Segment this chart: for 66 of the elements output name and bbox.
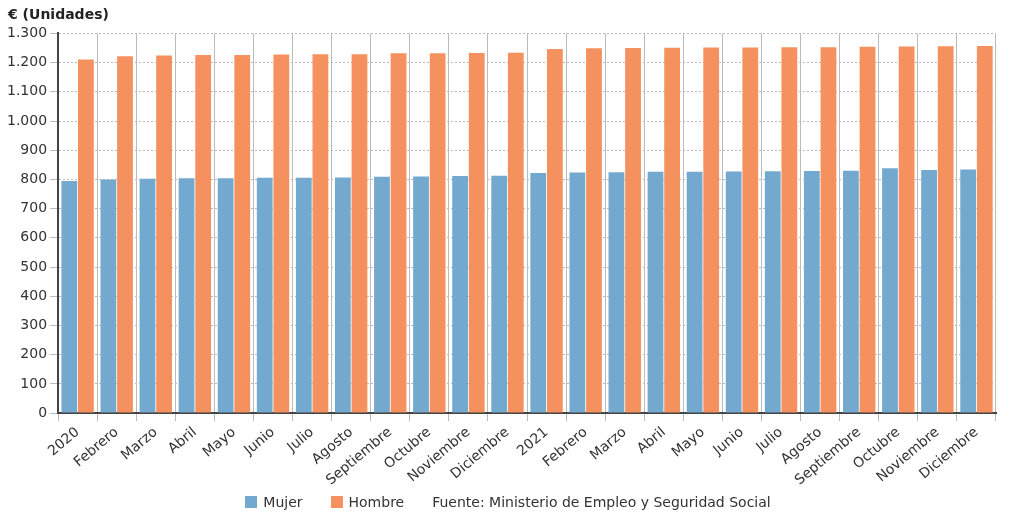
bar <box>664 47 681 413</box>
bar <box>468 52 485 413</box>
bar <box>803 170 820 413</box>
bar <box>100 179 117 413</box>
y-tick-label: 1.200 <box>6 53 48 70</box>
bar <box>898 46 915 413</box>
y-tick-label: 100 <box>20 374 48 391</box>
source-note: Fuente: Ministerio de Empleo y Seguridad Social <box>432 494 771 510</box>
bar <box>234 55 251 413</box>
legend-label: Mujer <box>262 494 303 510</box>
y-tick-label: 300 <box>20 316 48 333</box>
bar <box>295 177 312 413</box>
bar <box>569 172 586 413</box>
bar <box>820 47 837 413</box>
bar <box>859 46 876 413</box>
bar <box>976 45 993 413</box>
bar <box>195 55 212 413</box>
bar <box>647 171 664 413</box>
bar <box>608 172 625 413</box>
y-tick-label: 900 <box>20 140 48 157</box>
bar <box>256 177 273 413</box>
bar <box>351 54 368 413</box>
legend-label: Hombre <box>347 494 405 510</box>
y-tick-label: 1.100 <box>6 82 48 99</box>
y-tick-label: 1.300 <box>6 24 48 41</box>
bar <box>374 176 390 413</box>
bar <box>625 48 641 413</box>
bar <box>586 48 602 413</box>
bar <box>547 48 563 413</box>
bar <box>117 56 133 413</box>
y-tick-label: 400 <box>20 286 48 303</box>
bar <box>781 47 798 413</box>
bar <box>312 54 329 413</box>
bar <box>178 178 195 413</box>
bar <box>491 175 508 413</box>
bar <box>390 53 407 413</box>
y-tick-label: 700 <box>20 199 48 216</box>
bar <box>507 52 524 413</box>
y-tick-label: 800 <box>20 170 48 187</box>
bar <box>937 46 954 413</box>
y-tick-label: 200 <box>20 345 48 362</box>
bar <box>156 55 172 413</box>
bar <box>764 171 781 413</box>
bar <box>960 169 977 413</box>
y-tick-label: 500 <box>20 257 48 274</box>
bar <box>530 173 547 413</box>
bar <box>334 177 351 413</box>
bar <box>725 171 742 413</box>
bar <box>273 54 290 413</box>
bar <box>452 175 468 413</box>
y-tick-label: 600 <box>20 228 48 245</box>
y-tick-label: 1.000 <box>6 111 48 128</box>
bar <box>703 47 720 413</box>
bar <box>413 176 429 413</box>
bar <box>139 178 156 413</box>
bar <box>217 178 234 413</box>
bar <box>882 168 898 413</box>
bar <box>429 53 446 413</box>
bar <box>686 171 703 413</box>
bar <box>742 47 759 413</box>
y-axis-title: € (Unidades) <box>8 6 109 22</box>
bar <box>843 170 859 413</box>
bar <box>78 59 94 413</box>
bar <box>61 180 78 413</box>
bar <box>921 170 937 413</box>
y-tick-label: 0 <box>38 403 48 420</box>
